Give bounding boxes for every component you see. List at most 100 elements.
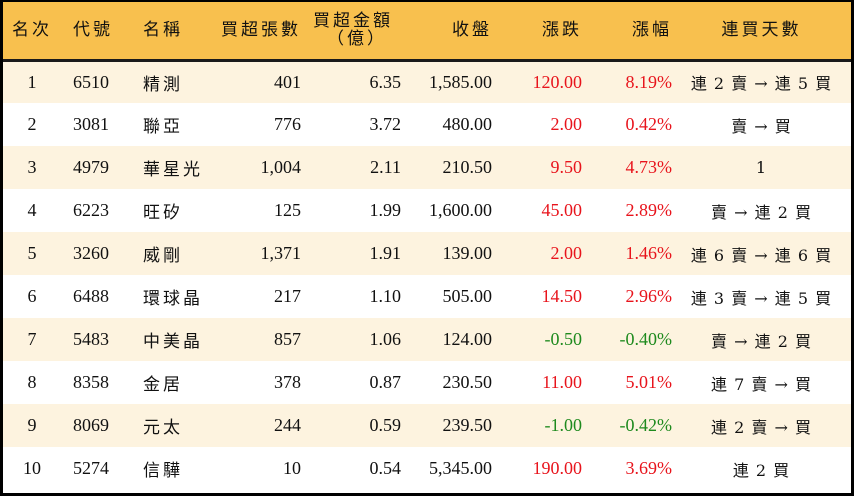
cell-net-buy-lots: 1,371 [260, 243, 302, 263]
cell-net-buy-amount: 6.35 [369, 71, 402, 92]
header-close: 收盤 [401, 2, 492, 62]
cell-name: 精測 [143, 74, 183, 95]
cell-net-buy-amount: 1.99 [369, 200, 402, 220]
table-row: 5 3260 威剛 1,371 1.91 139.00 2.00 1.46% 連… [3, 232, 851, 275]
cell-rank: 8 [27, 372, 37, 392]
header-net-buy-lots: 買超張數 [211, 2, 301, 62]
header-change: 漲跌 [492, 2, 582, 62]
cell-change: -1.00 [544, 415, 583, 435]
table-row: 1 6510 精測 401 6.35 1,585.00 120.00 8.19%… [3, 60, 851, 103]
cell-change: 190.00 [532, 458, 583, 478]
header-row: 名次 代號 名稱 買超張數 買超金額 （億） 收盤 漲跌 漲幅 連買天數 [3, 2, 851, 62]
cell-code: 5274 [73, 458, 109, 478]
cell-code: 6510 [73, 71, 109, 92]
cell-change-pct: 3.69% [625, 458, 673, 478]
cell-name: 環球晶 [143, 289, 203, 309]
cell-net-buy-lots: 776 [274, 114, 301, 134]
table-row: 2 3081 聯亞 776 3.72 480.00 2.00 0.42% 賣 →… [3, 103, 851, 146]
cell-code: 8069 [73, 415, 109, 435]
cell-change-pct: 2.96% [625, 286, 673, 306]
cell-net-buy-lots: 378 [274, 372, 301, 392]
cell-close: 505.00 [442, 286, 493, 306]
cell-net-buy-lots: 401 [274, 71, 301, 92]
cell-change-pct: 2.89% [625, 200, 673, 220]
cell-change-pct: 0.42% [625, 114, 673, 134]
cell-net-buy-amount: 0.59 [369, 415, 402, 435]
cell-buy-streak: 連 2 賣 → 連 5 買 [690, 74, 833, 94]
cell-name: 金居 [143, 375, 183, 395]
cell-close: 210.50 [442, 157, 493, 177]
cell-change: 9.50 [550, 157, 583, 177]
cell-rank: 9 [27, 415, 37, 435]
header-buy-streak: 連買天數 [672, 2, 851, 62]
cell-close: 1,600.00 [429, 200, 492, 220]
cell-change-pct: 1.46% [625, 243, 673, 263]
cell-change-pct: 8.19% [625, 71, 673, 92]
cell-code: 8358 [73, 372, 109, 392]
cell-change: 120.00 [532, 71, 583, 92]
cell-rank: 5 [27, 243, 37, 263]
cell-change: 2.00 [550, 114, 583, 134]
cell-code: 5483 [73, 329, 109, 349]
cell-name: 元太 [143, 418, 183, 438]
table-row: 9 8069 元太 244 0.59 239.50 -1.00 -0.42% 連… [3, 404, 851, 447]
header-net-buy-amount-line2: （億） [327, 29, 387, 50]
cell-net-buy-amount: 1.10 [369, 286, 402, 306]
table-row: 8 8358 金居 378 0.87 230.50 11.00 5.01% 連 … [3, 361, 851, 404]
cell-net-buy-amount: 1.91 [369, 243, 402, 263]
cell-name: 聯亞 [143, 117, 183, 137]
table-row: 3 4979 華星光 1,004 2.11 210.50 9.50 4.73% … [3, 146, 851, 189]
cell-change-pct: 4.73% [625, 157, 673, 177]
cell-net-buy-amount: 1.06 [369, 329, 402, 349]
cell-net-buy-lots: 1,004 [260, 157, 302, 177]
cell-buy-streak: 賣 → 連 2 買 [711, 202, 812, 222]
cell-close: 239.50 [442, 415, 493, 435]
cell-change: 2.00 [550, 243, 583, 263]
cell-buy-streak: 連 3 賣 → 連 5 買 [690, 288, 833, 308]
header-name: 名稱 [131, 2, 211, 62]
cell-name: 中美晶 [143, 332, 203, 352]
cell-code: 6488 [73, 286, 109, 306]
cell-net-buy-lots: 10 [283, 458, 301, 478]
cell-code: 3081 [73, 114, 109, 134]
header-net-buy-amount-line1: 買超金額 [313, 11, 393, 32]
cell-name: 信驊 [143, 461, 183, 481]
cell-change: 14.50 [541, 286, 583, 306]
net-buy-ranking-table: 名次 代號 名稱 買超張數 買超金額 （億） 收盤 漲跌 漲幅 連買天數 1 6… [3, 2, 851, 490]
cell-close: 139.00 [442, 243, 493, 263]
cell-name: 華星光 [143, 160, 203, 180]
cell-close: 124.00 [442, 329, 493, 349]
cell-code: 4979 [73, 157, 109, 177]
table-row: 6 6488 環球晶 217 1.10 505.00 14.50 2.96% 連… [3, 275, 851, 318]
cell-change-pct: -0.42% [619, 415, 673, 435]
table-row: 7 5483 中美晶 857 1.06 124.00 -0.50 -0.40% … [3, 318, 851, 361]
cell-buy-streak: 連 6 賣 → 連 6 買 [690, 245, 833, 265]
cell-net-buy-amount: 0.54 [369, 458, 402, 478]
table-row: 4 6223 旺矽 125 1.99 1,600.00 45.00 2.89% … [3, 189, 851, 232]
cell-rank: 1 [27, 71, 37, 92]
cell-buy-streak: 連 7 賣 → 買 [711, 374, 812, 394]
cell-net-buy-amount: 0.87 [369, 372, 402, 392]
cell-net-buy-lots: 125 [274, 200, 301, 220]
cell-change-pct: 5.01% [625, 372, 673, 392]
cell-close: 1,585.00 [429, 71, 492, 92]
cell-buy-streak: 賣 → 買 [731, 116, 792, 136]
table-row: 10 5274 信驊 10 0.54 5,345.00 190.00 3.69%… [3, 447, 851, 490]
cell-change-pct: -0.40% [619, 329, 673, 349]
cell-code: 3260 [73, 243, 109, 263]
cell-close: 480.00 [442, 114, 493, 134]
cell-rank: 4 [27, 200, 37, 220]
cell-close: 5,345.00 [429, 458, 492, 478]
cell-buy-streak: 1 [755, 158, 768, 177]
cell-change: 11.00 [542, 372, 582, 392]
cell-buy-streak: 連 2 買 [732, 460, 791, 480]
cell-name: 旺矽 [143, 203, 183, 223]
cell-buy-streak: 賣 → 連 2 買 [711, 331, 812, 351]
cell-net-buy-lots: 217 [274, 286, 301, 306]
cell-rank: 7 [27, 329, 37, 349]
cell-buy-streak: 連 2 賣 → 買 [711, 417, 812, 437]
cell-code: 6223 [73, 200, 109, 220]
header-net-buy-amount: 買超金額 （億） [301, 2, 401, 62]
cell-net-buy-lots: 244 [274, 415, 301, 435]
